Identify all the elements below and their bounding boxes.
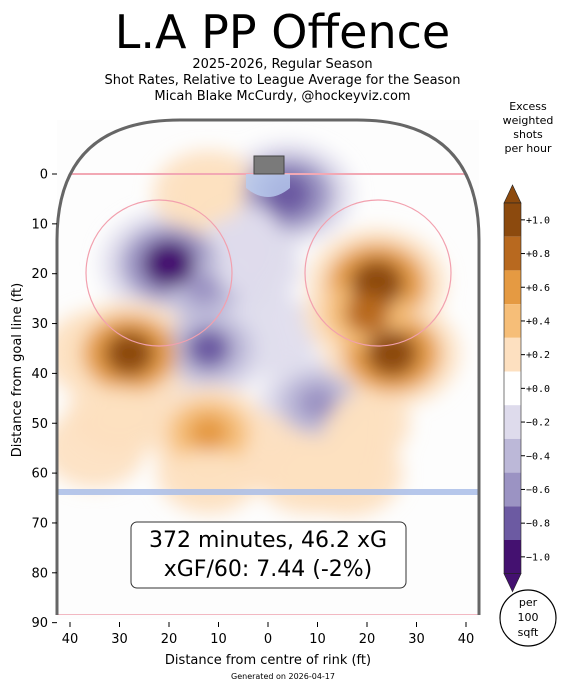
x-axis: 40 30 20 10 0 10 20 30 40 bbox=[62, 622, 475, 647]
colorbar-tick-label: −0.6 bbox=[526, 485, 550, 496]
heatmap-blob-mid bbox=[275, 447, 340, 500]
heatmap-layer bbox=[57, 142, 460, 517]
y-axis-label: Distance from goal line (ft) bbox=[10, 283, 25, 457]
x-tick-label: 20 bbox=[359, 632, 376, 647]
heatmap-blob-core bbox=[365, 329, 418, 378]
colorbar-segment bbox=[504, 270, 521, 305]
x-tick-label: 40 bbox=[458, 632, 475, 647]
colorbar-segment bbox=[504, 337, 521, 372]
colorbar-tick-label: +0.4 bbox=[526, 316, 550, 327]
y-tick-label: 60 bbox=[31, 467, 48, 482]
y-tick-label: 90 bbox=[31, 616, 48, 631]
faceoff-circle-left bbox=[85, 199, 233, 347]
y-tick-label: 30 bbox=[31, 317, 48, 332]
colorbar-segment bbox=[504, 304, 521, 338]
faceoff-circle-right bbox=[304, 199, 452, 347]
summary-line-2: xGF/60: 7.44 (-2%) bbox=[164, 557, 373, 582]
x-tick-label: 20 bbox=[161, 632, 178, 647]
heatmap-blob-core bbox=[344, 293, 390, 334]
colorbar-extend-top bbox=[503, 184, 522, 204]
y-tick-label: 70 bbox=[31, 516, 48, 531]
x-axis-label: Distance from centre of rink (ft) bbox=[165, 653, 371, 668]
chart-subtitle-season: 2025-2026, Regular Season bbox=[192, 57, 373, 72]
chart-subtitle-author: Micah Blake McCurdy, @hockeyviz.com bbox=[154, 89, 411, 104]
colorbar-extend-bottom bbox=[503, 573, 522, 593]
colorbar-title-line: weighted bbox=[502, 114, 554, 127]
heatmap-blob-mid bbox=[87, 387, 152, 440]
unit-circle bbox=[499, 589, 557, 647]
colorbar-title-line: Excess bbox=[509, 100, 547, 113]
heatmap-blob-mid bbox=[323, 396, 391, 451]
unit-line-1: per bbox=[519, 596, 538, 609]
x-tick-label: 10 bbox=[210, 632, 227, 647]
colorbar-tick-label: +0.0 bbox=[526, 384, 550, 395]
heatmap-blob-core bbox=[104, 330, 155, 377]
colorbar-segment bbox=[504, 506, 521, 540]
y-tick-label: 0 bbox=[40, 168, 48, 183]
colorbar-segment bbox=[504, 472, 521, 507]
summary-line-1: 372 minutes, 46.2 xG bbox=[149, 528, 387, 553]
x-tick-label: 0 bbox=[264, 632, 272, 647]
generated-date: Generated on 2026-04-17 bbox=[231, 672, 335, 681]
unit-line-3: sqft bbox=[518, 626, 539, 639]
colorbar-tick-label: +0.2 bbox=[526, 350, 550, 361]
colorbar-segment bbox=[504, 236, 521, 271]
goal-net bbox=[253, 155, 285, 175]
y-axis: 0 10 20 30 40 50 60 70 80 90 bbox=[31, 168, 57, 631]
heatmap-blob-mid bbox=[172, 165, 245, 223]
x-tick-label: 40 bbox=[62, 632, 79, 647]
colorbar-tick-label: +0.8 bbox=[526, 249, 550, 260]
colorbar-tick-label: +1.0 bbox=[526, 215, 550, 226]
y-tick-label: 10 bbox=[31, 217, 48, 232]
unit-line-2: 100 bbox=[518, 611, 539, 624]
heatmap-blob-core bbox=[186, 273, 221, 305]
colorbar-segment bbox=[504, 405, 521, 439]
heatmap-blob-core bbox=[188, 414, 229, 452]
colorbar-segment bbox=[504, 438, 521, 473]
colorbar-tick-label: −0.4 bbox=[526, 451, 550, 462]
colorbar-segment bbox=[504, 371, 521, 406]
colorbar-tick-label: +0.6 bbox=[526, 283, 550, 294]
colorbar-title-line: per hour bbox=[504, 142, 552, 155]
colorbar-segment bbox=[504, 540, 521, 574]
heatmap-blob-mid bbox=[176, 447, 241, 500]
colorbar-tick-label: −0.2 bbox=[526, 418, 550, 429]
colorbar-title-line: shots bbox=[513, 128, 543, 141]
colorbar-tick-label: −0.8 bbox=[526, 519, 550, 530]
goal-crease bbox=[246, 174, 290, 197]
heatmap-blob-core bbox=[298, 385, 337, 421]
summary-box bbox=[130, 521, 407, 589]
colorbar-tick-label: −1.0 bbox=[526, 552, 550, 563]
y-tick-label: 40 bbox=[31, 367, 48, 382]
blue-line bbox=[57, 489, 479, 495]
colorbar-title: Excess weighted shots per hour bbox=[492, 100, 564, 156]
chart-title: L.A PP Offence bbox=[114, 5, 451, 59]
colorbar-segment bbox=[504, 203, 521, 237]
x-tick-label: 30 bbox=[111, 632, 128, 647]
centre-red-line bbox=[57, 614, 479, 615]
heatmap-blob-core bbox=[142, 240, 196, 288]
heatmap-blob-mid bbox=[216, 242, 281, 295]
x-tick-label: 10 bbox=[309, 632, 326, 647]
heatmap-blob-core bbox=[186, 328, 231, 369]
x-tick-label: 30 bbox=[408, 632, 425, 647]
y-tick-label: 50 bbox=[31, 417, 48, 432]
y-tick-label: 20 bbox=[31, 267, 48, 282]
chart-subtitle-description: Shot Rates, Relative to League Average f… bbox=[104, 73, 461, 88]
y-tick-label: 80 bbox=[31, 566, 48, 581]
colorbar: +1.0 +0.8 +0.6 +0.4 +0.2 +0.0 −0.2 −0.4 −0.6 −0.8… bbox=[503, 184, 550, 593]
rink-boards bbox=[55, 118, 481, 615]
